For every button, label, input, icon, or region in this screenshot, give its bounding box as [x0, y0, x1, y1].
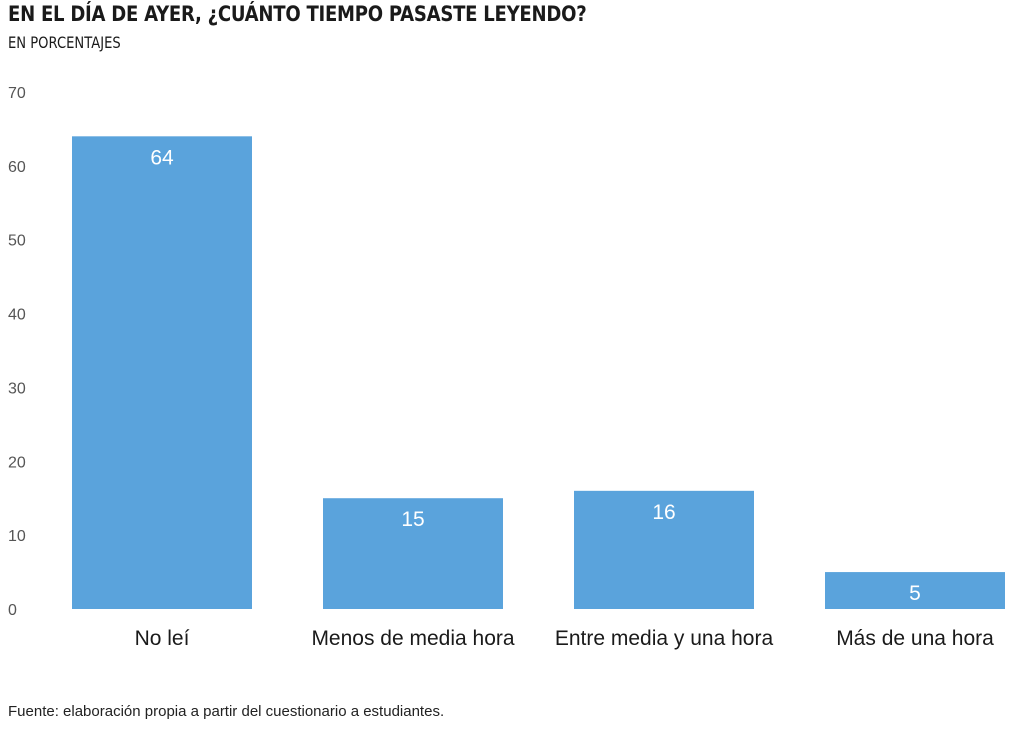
source-note: Fuente: elaboración propia a partir del …	[8, 703, 445, 720]
bar	[574, 490, 754, 609]
category-label: Entre media y una hora	[555, 627, 774, 650]
y-tick-label: 20	[8, 454, 26, 471]
bars	[72, 136, 1005, 610]
y-tick-label: 70	[8, 85, 26, 102]
y-tick-label: 10	[8, 528, 26, 545]
bar-value-label: 64	[150, 146, 174, 169]
category-label: No leí	[135, 627, 190, 650]
y-tick-label: 50	[8, 233, 26, 250]
y-axis-ticks: 0 10 20 30 40 50 60 70	[8, 85, 26, 619]
chart-title: EN EL DÍA DE AYER, ¿CUÁNTO TIEMPO PASAST…	[8, 2, 587, 26]
bar-value-label: 16	[652, 501, 675, 524]
bar-value-label: 15	[401, 508, 424, 531]
bar	[72, 136, 252, 610]
y-tick-label: 30	[8, 380, 26, 397]
bar-value-label: 5	[909, 582, 921, 605]
y-tick-label: 60	[8, 159, 26, 176]
category-label: Más de una hora	[836, 627, 994, 650]
category-labels: No leí Menos de media hora Entre media y u…	[135, 627, 995, 650]
category-label: Menos de media hora	[311, 627, 514, 650]
bar	[323, 498, 503, 609]
y-tick-label: 40	[8, 307, 26, 324]
bar-value-labels: 64 15 16 5	[150, 146, 921, 605]
bar	[825, 572, 1005, 609]
y-tick-label: 0	[8, 602, 17, 619]
chart-subtitle: EN PORCENTAJES	[8, 33, 121, 52]
